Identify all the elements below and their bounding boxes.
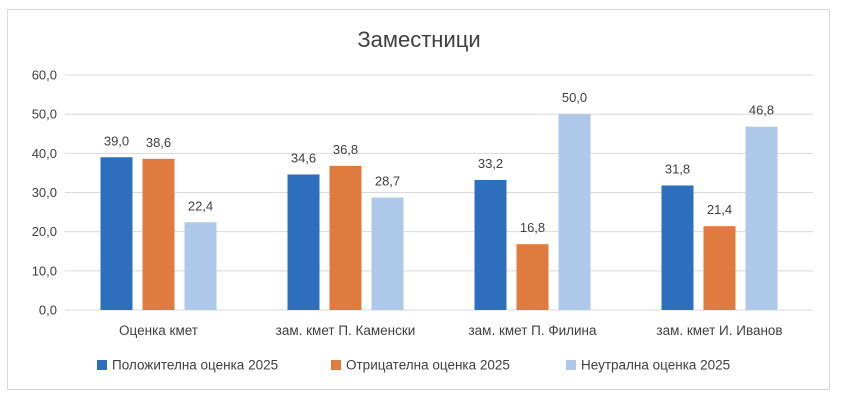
legend-swatch — [331, 360, 341, 370]
x-category-label: Оценка кмет — [119, 323, 198, 338]
bar — [474, 179, 507, 310]
bar — [558, 114, 591, 311]
bar — [287, 174, 320, 310]
chart-title: Заместници — [357, 27, 480, 52]
data-label: 39,0 — [104, 133, 129, 148]
chart-frame: Заместници 0,0 10,0 20,0 30,0 40,0 50,0 60,0 3… — [7, 9, 830, 390]
y-tick-label: 20,0 — [32, 224, 57, 239]
data-label: 28,7 — [375, 174, 400, 189]
bars — [100, 114, 778, 311]
bar — [745, 126, 778, 310]
data-label: 33,2 — [478, 156, 503, 171]
legend-label: Положителна оценка 2025 — [112, 358, 278, 373]
y-tick-label: 10,0 — [32, 263, 57, 278]
legend-item: Отрицателна оценка 2025 — [331, 358, 510, 373]
y-tick-label: 30,0 — [32, 185, 57, 200]
y-tick-label: 40,0 — [32, 146, 57, 161]
x-category-label: зам. кмет П. Филина — [468, 323, 597, 338]
gridlines — [65, 74, 813, 311]
y-axis-ticks: 0,0 10,0 20,0 30,0 40,0 50,0 60,0 — [32, 68, 57, 318]
category-labels: Оценка кмет зам. кмет П. Каменски зам. кме… — [119, 323, 783, 338]
y-tick-label: 60,0 — [32, 68, 57, 83]
legend-item: Положителна оценка 2025 — [97, 358, 278, 373]
data-label: 16,8 — [520, 220, 545, 235]
data-label: 50,0 — [562, 90, 587, 105]
legend-label: Отрицателна оценка 2025 — [346, 358, 510, 373]
data-label: 22,4 — [188, 198, 213, 213]
bar — [703, 226, 736, 310]
data-label: 21,4 — [707, 202, 732, 217]
legend: Положителна оценка 2025 Отрицателна оценк… — [97, 358, 730, 373]
y-tick-label: 50,0 — [32, 107, 57, 122]
data-label: 31,8 — [665, 161, 690, 176]
bar — [142, 158, 175, 310]
data-label: 36,8 — [333, 142, 358, 157]
bar — [184, 222, 217, 310]
bar — [371, 197, 404, 310]
data-labels: 39,0 38,6 22,4 34,6 36,8 28,7 33,2 16,8 50,0 31,8… — [104, 90, 774, 235]
x-category-label: зам. кмет И. Иванов — [656, 323, 782, 338]
bar — [100, 157, 133, 310]
legend-swatch — [566, 360, 576, 370]
bar — [661, 185, 694, 310]
legend-swatch — [97, 360, 107, 370]
x-category-label: зам. кмет П. Каменски — [276, 323, 416, 338]
data-label: 38,6 — [146, 135, 171, 150]
bar — [329, 165, 362, 310]
y-tick-label: 0,0 — [39, 303, 57, 318]
legend-label: Неутрална оценка 2025 — [581, 358, 730, 373]
bar-chart: Заместници 0,0 10,0 20,0 30,0 40,0 50,0 60,0 3… — [32, 27, 813, 373]
bar — [516, 244, 549, 310]
legend-item: Неутрална оценка 2025 — [566, 358, 730, 373]
data-label: 34,6 — [291, 150, 316, 165]
data-label: 46,8 — [749, 103, 774, 118]
